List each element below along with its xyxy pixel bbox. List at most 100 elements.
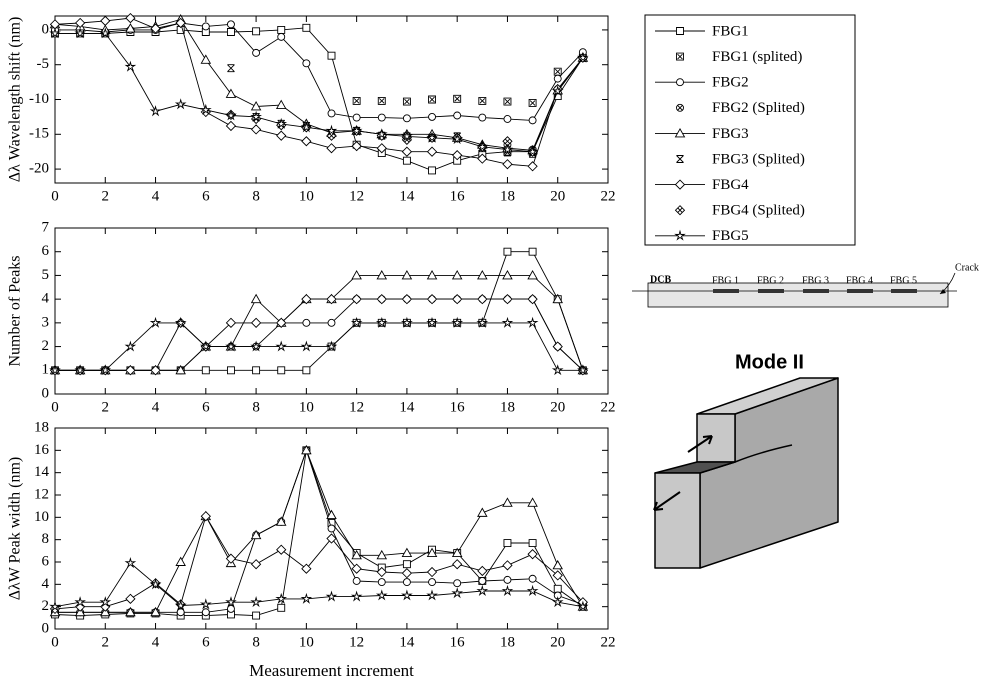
data-point (400, 316, 413, 328)
data-point (553, 67, 562, 76)
data-point (300, 340, 313, 352)
y-tick-label: 16 (34, 442, 50, 458)
data-point (402, 114, 411, 123)
data-point (149, 105, 162, 117)
data-point (478, 577, 487, 585)
x-tick-label: 4 (152, 399, 160, 415)
data-point (377, 113, 386, 122)
data-point (275, 99, 287, 110)
data-point (74, 596, 86, 608)
data-point (426, 146, 438, 157)
data-point (576, 51, 589, 63)
data-point (227, 28, 235, 36)
data-point (502, 136, 513, 147)
data-point (49, 364, 61, 376)
data-point (99, 364, 112, 376)
data-point (428, 166, 436, 175)
data-point (451, 133, 464, 145)
data-point (477, 294, 488, 305)
data-point (501, 316, 514, 328)
y-tick-label: 0 (42, 21, 50, 37)
x-axis-title: Measurement increment (249, 661, 414, 680)
x-tick-label: 16 (450, 188, 466, 204)
data-point (401, 130, 413, 142)
data-point (526, 145, 539, 157)
data-point (476, 140, 489, 152)
data-point (326, 509, 337, 520)
data-point (451, 547, 463, 558)
legend-label: FBG4 (Splited) (712, 203, 805, 219)
x-tick-label: 10 (299, 634, 314, 650)
x-tick-label: 6 (202, 634, 210, 650)
data-point (502, 270, 513, 280)
data-point (225, 596, 237, 608)
data-point (552, 559, 563, 570)
data-point (252, 611, 261, 620)
data-point (250, 317, 262, 328)
data-point (553, 584, 562, 593)
y-tick-label: 6 (42, 553, 50, 569)
data-point (149, 578, 162, 590)
data-point (301, 294, 312, 305)
data-point (174, 599, 187, 611)
data-point (301, 563, 312, 574)
data-point (503, 539, 512, 547)
data-point (302, 59, 311, 68)
data-point (74, 364, 86, 376)
y-tick-label: 6 (42, 243, 50, 259)
data-point (325, 340, 338, 352)
x-tick-label: 16 (450, 634, 466, 650)
data-point (553, 74, 562, 83)
data-point (375, 589, 388, 601)
y-tick-label: 0 (42, 620, 50, 636)
data-point (125, 365, 136, 376)
legend-label: FBG3 (Splited) (712, 151, 805, 167)
data-point (150, 23, 161, 34)
legend-label: FBG2 (712, 75, 749, 91)
crack-line (734, 444, 793, 463)
data-point (503, 115, 512, 123)
x-tick-label: 8 (252, 188, 260, 204)
data-point (376, 549, 388, 560)
data-point (477, 565, 488, 577)
data-point (503, 247, 512, 256)
legend-marker (676, 155, 684, 163)
y-tick-label: 18 (34, 419, 49, 435)
lower-arm-front (654, 472, 701, 569)
data-point (277, 366, 286, 375)
x-tick-label: 14 (399, 399, 415, 415)
data-point (376, 294, 387, 305)
data-point (149, 316, 162, 328)
legend-label: FBG5 (712, 228, 749, 244)
data-point (199, 103, 212, 115)
data-point (402, 97, 411, 106)
sensor-label: FBG 2 (757, 275, 784, 286)
x-tick-label: 20 (550, 399, 565, 415)
data-point (225, 340, 237, 352)
data-point (428, 95, 436, 104)
data-point (551, 85, 564, 97)
data-point (201, 366, 210, 375)
data-point (527, 161, 538, 172)
data-point (453, 111, 462, 120)
data-point (503, 575, 512, 584)
data-point (552, 570, 563, 581)
x-tick-label: 2 (102, 188, 110, 204)
data-point (401, 568, 413, 579)
data-point (302, 318, 311, 327)
data-point (377, 96, 386, 105)
data-point (174, 98, 187, 110)
shear-arrow (687, 435, 713, 453)
data-point (376, 270, 388, 280)
series-line (55, 448, 584, 613)
x-tick-label: 6 (202, 399, 210, 415)
legend-marker (674, 179, 686, 190)
data-point (476, 584, 489, 597)
x-tick-label: 20 (550, 634, 565, 650)
sensor-grating (847, 289, 873, 293)
data-point (201, 22, 210, 31)
upper-arm-front (696, 413, 736, 463)
data-point (453, 579, 462, 588)
data-point (275, 592, 288, 604)
